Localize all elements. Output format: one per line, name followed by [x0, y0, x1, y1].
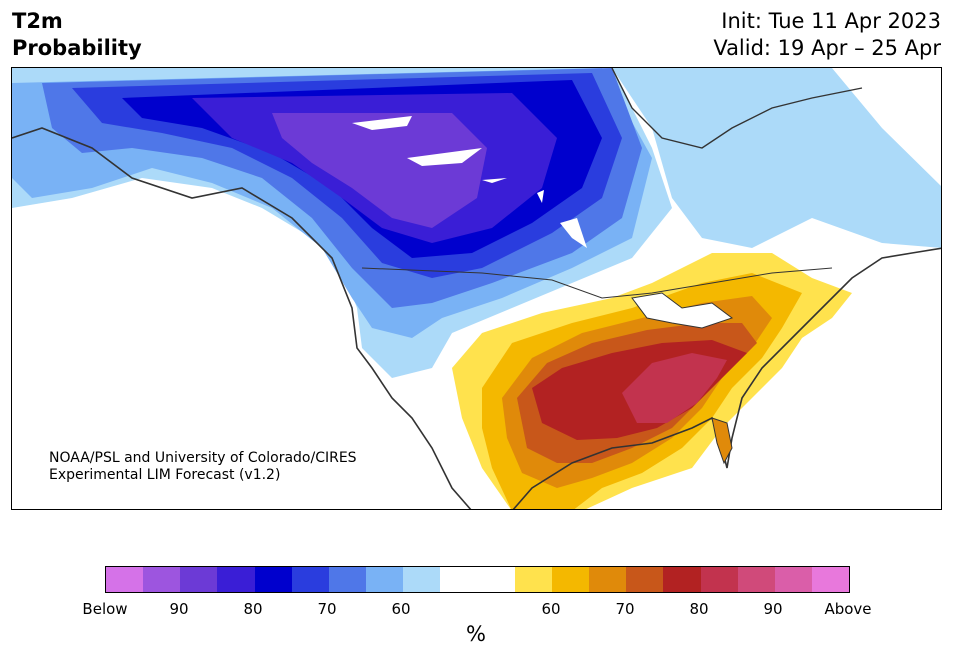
colorbar-segment [328, 567, 367, 592]
init-date: Init: Tue 11 Apr 2023 [721, 9, 941, 33]
colorbar-segment [291, 567, 329, 592]
colorbar-tick-label: 80 [689, 600, 709, 618]
colorbar-segment [254, 567, 292, 592]
below-60-region [12, 68, 941, 248]
colorbar-tick-label: Above [824, 600, 872, 618]
white-lakes-north [352, 116, 587, 248]
colorbar-segment [217, 567, 255, 592]
colorbar-segment [774, 567, 812, 592]
valid-range: Valid: 19 Apr – 25 Apr [713, 36, 941, 60]
credit-line-2: Experimental LIM Forecast (v1.2) [49, 467, 281, 483]
colorbar-tick-label: 90 [763, 600, 783, 618]
colorbar-tick-label: 60 [391, 600, 411, 618]
colorbar-unit: % [466, 622, 486, 646]
colorbar [105, 566, 850, 593]
colorbar-segment [180, 567, 218, 592]
colorbar-segment [477, 567, 515, 592]
colorbar-segment [626, 567, 664, 592]
florida [711, 417, 733, 465]
colorbar-tick-label: 60 [541, 600, 561, 618]
map-canvas [12, 68, 941, 509]
colorbar-segment [514, 567, 552, 592]
probability-map [11, 67, 942, 510]
title-line-1: T2m [12, 9, 63, 33]
colorbar-segment [700, 567, 738, 592]
credit-line-1: NOAA/PSL and University of Colorado/CIRE… [49, 450, 357, 466]
title-line-2: Probability [12, 36, 142, 60]
colorbar-tick-label: 90 [169, 600, 189, 618]
colorbar-segment [589, 567, 627, 592]
above-85-region [622, 353, 727, 423]
colorbar-segment [366, 567, 404, 592]
great-lakes [631, 292, 734, 329]
colorbar-segment [403, 567, 441, 592]
map-title: T2m Probability [12, 8, 142, 62]
colorbar-segment [440, 567, 478, 592]
colorbar-segment [106, 567, 144, 592]
hudson-bay-coast [611, 68, 863, 149]
colorbar-segment [663, 567, 701, 592]
forecast-dates: Init: Tue 11 Apr 2023 Valid: 19 Apr – 25… [713, 8, 941, 62]
colorbar-segment [551, 567, 590, 592]
credit-text: NOAA/PSL and University of Colorado/CIRE… [49, 450, 357, 484]
colorbar-segment [811, 567, 850, 592]
colorbar-segment [143, 567, 181, 592]
colorbar-tick-label: Below [82, 600, 128, 618]
canada-us-border [361, 267, 833, 299]
colorbar-tick-label: 70 [317, 600, 337, 618]
colorbar-tick-label: 70 [615, 600, 635, 618]
below-95-region [272, 113, 487, 228]
coastline-west [12, 127, 472, 509]
colorbar-tick-label: 80 [243, 600, 263, 618]
colorbar-segment [737, 567, 775, 592]
